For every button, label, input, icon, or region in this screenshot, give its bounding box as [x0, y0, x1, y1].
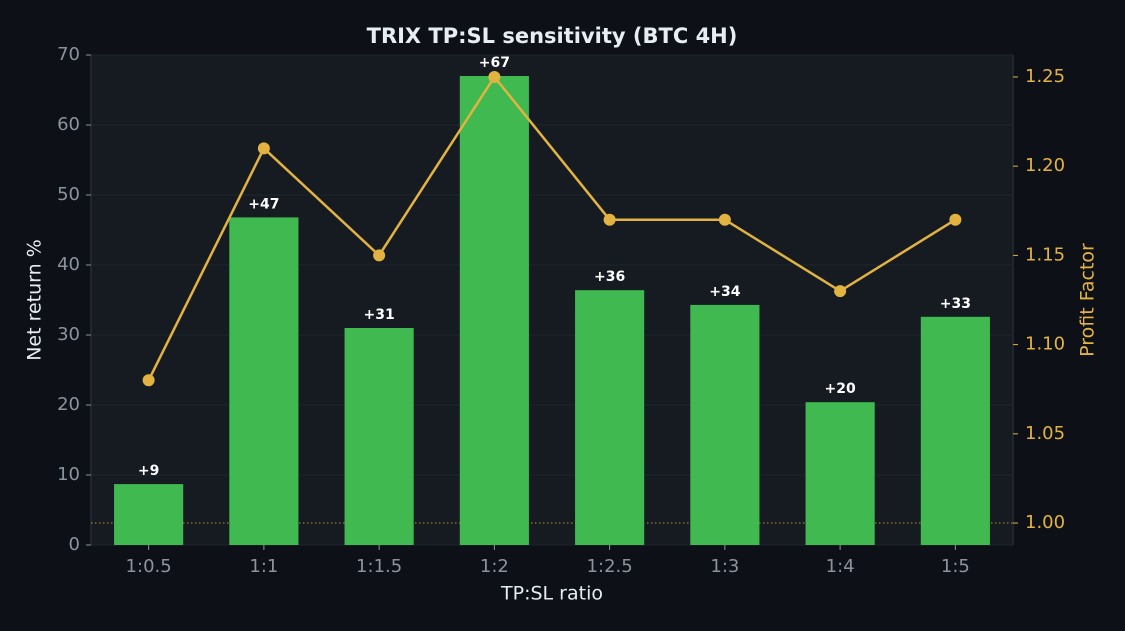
y-tick-label: 20 [57, 394, 80, 415]
x-tick-label: 1:5 [941, 556, 970, 577]
y2-tick-label: 1.15 [1025, 244, 1065, 265]
line [147, 74, 957, 381]
y2-tick-label: 1.05 [1025, 423, 1065, 444]
y2-tick-label: 1.00 [1025, 512, 1065, 533]
value-label: +31 [364, 307, 395, 323]
line-point [488, 70, 501, 83]
y-tick-label: 10 [57, 464, 80, 485]
x-axis-label: TP:SL ratio [500, 583, 603, 605]
x-tick-label: 1:4 [826, 556, 855, 577]
value-label: +33 [940, 296, 971, 312]
line-point [257, 142, 270, 155]
value-label: +47 [248, 196, 279, 212]
x-tick-label: 1:2 [480, 556, 509, 577]
line-point [949, 213, 962, 226]
y2-tick-label: 1.25 [1025, 66, 1065, 87]
line-point [603, 213, 616, 226]
x-tick-label: 1:0.5 [126, 556, 172, 577]
y-tick-label: 60 [57, 114, 80, 135]
x-tick-label: 1:1 [249, 556, 278, 577]
bar [229, 217, 299, 545]
value-label: +67 [479, 55, 510, 71]
line-point [718, 213, 731, 226]
value-label: +34 [709, 284, 740, 300]
line-point [373, 249, 386, 262]
x-tick-label: 1:3 [710, 556, 739, 577]
value-label: +9 [138, 463, 159, 479]
chart-title: TRIX TP:SL sensitivity (BTC 4H) [367, 24, 738, 48]
y2-tick-label: 1.20 [1025, 155, 1065, 176]
y-tick-label: 70 [57, 44, 80, 65]
bar [575, 290, 645, 545]
y2-axis-label: Profit Factor [1077, 243, 1099, 357]
y2-tick-label: 1.10 [1025, 334, 1065, 355]
bar [805, 402, 875, 545]
bar [344, 328, 414, 545]
line-point [834, 285, 847, 298]
y-tick-label: 40 [57, 254, 80, 275]
y-axis-label: Net return % [24, 239, 46, 361]
bar [920, 316, 990, 545]
x-tick-label: 1:1.5 [356, 556, 402, 577]
x-tick-label: 1:2.5 [587, 556, 633, 577]
bar [690, 304, 760, 545]
y-tick-label: 0 [69, 534, 80, 555]
value-label: +36 [594, 269, 625, 285]
bar [114, 484, 184, 545]
bar [459, 76, 529, 545]
line-point [142, 374, 155, 387]
y-tick-label: 50 [57, 184, 80, 205]
y-tick-label: 30 [57, 324, 80, 345]
value-label: +20 [825, 381, 856, 397]
